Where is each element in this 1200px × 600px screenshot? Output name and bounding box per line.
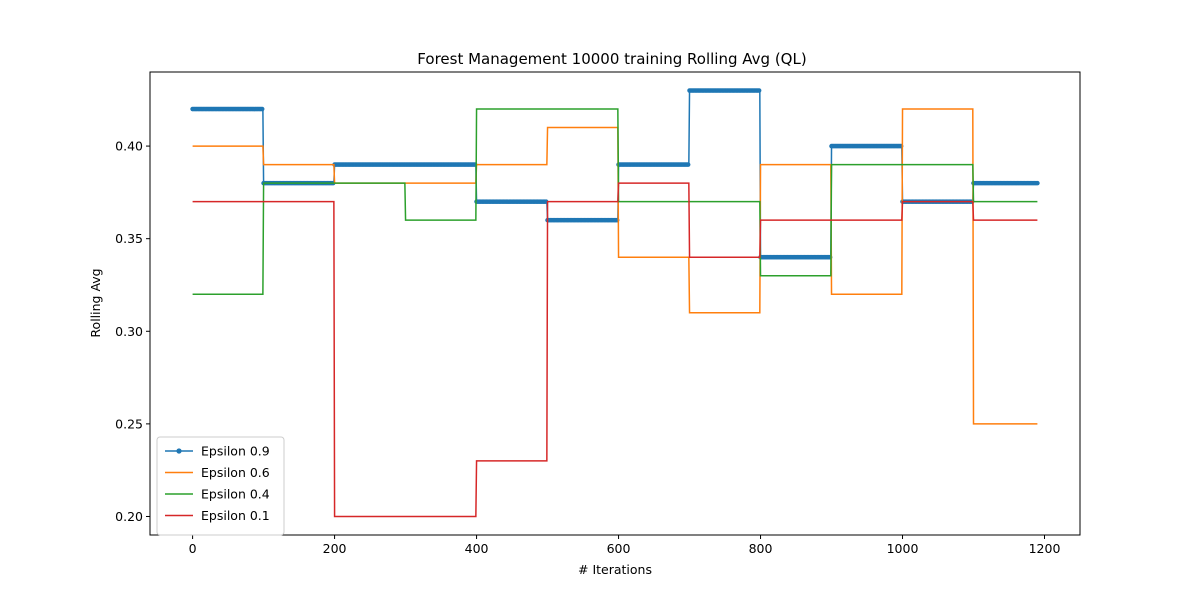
y-tick-label: 0.20 <box>115 509 143 524</box>
series-line-3 <box>192 182 1038 518</box>
data-point <box>756 88 762 93</box>
x-tick-label: 600 <box>607 541 631 556</box>
plot-frame <box>149 71 1081 536</box>
legend-box <box>156 436 285 536</box>
x-tick-label: 200 <box>323 541 347 556</box>
x-tick-label: 400 <box>465 541 489 556</box>
series-line-2 <box>192 108 1038 295</box>
x-tick-label: 0 <box>189 541 197 556</box>
plot-area <box>149 71 1081 536</box>
legend-label: Epsilon 0.6 <box>201 465 270 480</box>
legend-label: Epsilon 0.4 <box>201 487 270 502</box>
y-tick-label: 0.35 <box>115 231 143 246</box>
x-axis-title: # Iterations <box>578 562 652 577</box>
chart-title: Forest Management 10000 training Rolling… <box>417 50 806 68</box>
legend-marker <box>176 448 182 454</box>
x-axis: 0 200 400 600 800 1000 1200 <box>189 535 1061 556</box>
series-layer <box>190 88 1040 518</box>
y-tick-label: 0.25 <box>115 416 143 431</box>
data-point <box>259 106 265 112</box>
x-tick-label: 1000 <box>887 541 919 556</box>
x-tick-label: 800 <box>749 541 773 556</box>
y-tick-label: 0.40 <box>115 139 143 154</box>
legend-label: Epsilon 0.9 <box>201 444 270 459</box>
y-axis: 0.20 0.25 0.30 0.35 0.40 <box>115 139 150 524</box>
data-point <box>1035 180 1040 186</box>
data-point <box>685 162 691 167</box>
legend: Epsilon 0.9 Epsilon 0.6 Epsilon 0.4 Epsilon… <box>156 436 285 536</box>
y-axis-title: Rolling Avg <box>88 268 103 337</box>
y-tick-label: 0.30 <box>115 324 143 339</box>
x-tick-label: 1200 <box>1029 541 1061 556</box>
legend-label: Epsilon 0.1 <box>201 508 270 523</box>
series-markers-0 <box>190 88 1040 260</box>
